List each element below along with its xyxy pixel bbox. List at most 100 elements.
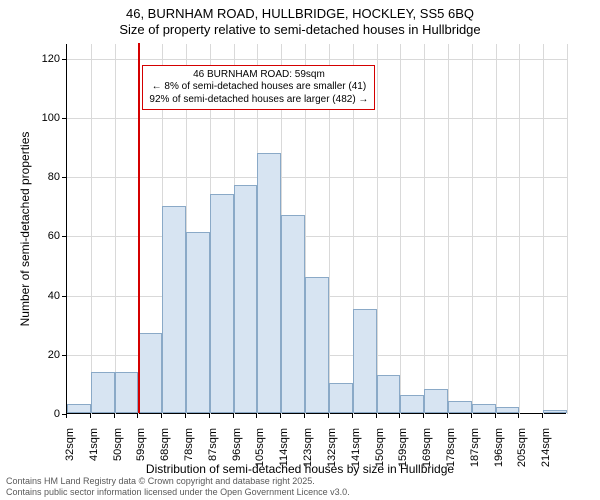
- gridline-v: [91, 44, 92, 414]
- x-tick-mark: [471, 414, 472, 418]
- gridline-v: [448, 44, 449, 414]
- gridline-v: [567, 44, 568, 414]
- footer-line2: Contains public sector information licen…: [6, 487, 350, 497]
- y-tick-label: 40: [20, 290, 60, 302]
- y-tick-mark: [62, 236, 66, 237]
- histogram-bar: [281, 215, 305, 413]
- x-tick-label: 141sqm: [350, 428, 362, 488]
- y-tick-mark: [62, 118, 66, 119]
- x-tick-label: 205sqm: [516, 428, 528, 488]
- x-tick-label: 59sqm: [135, 428, 147, 488]
- gridline-v: [496, 44, 497, 414]
- x-tick-mark: [66, 414, 67, 418]
- x-tick-label: 41sqm: [88, 428, 100, 488]
- x-tick-mark: [399, 414, 400, 418]
- histogram-bar: [91, 372, 115, 413]
- histogram-bar: [186, 232, 210, 413]
- x-tick-label: 78sqm: [183, 428, 195, 488]
- x-tick-label: 196sqm: [493, 428, 505, 488]
- chart-title-line1: 46, BURNHAM ROAD, HULLBRIDGE, HOCKLEY, S…: [0, 6, 600, 21]
- x-tick-mark: [518, 414, 519, 418]
- histogram-bar: [543, 410, 567, 413]
- x-tick-mark: [542, 414, 543, 418]
- x-tick-mark: [137, 414, 138, 418]
- chart-title-line2: Size of property relative to semi-detach…: [0, 22, 600, 37]
- gridline-h: [67, 59, 567, 60]
- y-tick-label: 80: [20, 171, 60, 183]
- annotation-line: [138, 43, 140, 413]
- x-tick-label: 150sqm: [374, 428, 386, 488]
- y-tick-label: 120: [20, 53, 60, 65]
- histogram-bar: [162, 206, 186, 413]
- x-tick-label: 178sqm: [445, 428, 457, 488]
- plot-area: 46 BURNHAM ROAD: 59sqm← 8% of semi-detac…: [66, 44, 566, 414]
- gridline-v: [377, 44, 378, 414]
- x-tick-mark: [209, 414, 210, 418]
- histogram-bar: [400, 395, 424, 413]
- histogram-bar: [234, 185, 258, 413]
- x-tick-label: 187sqm: [469, 428, 481, 488]
- gridline-h: [67, 177, 567, 178]
- histogram-bar: [257, 153, 281, 413]
- x-tick-mark: [185, 414, 186, 418]
- x-tick-label: 214sqm: [540, 428, 552, 488]
- x-tick-mark: [90, 414, 91, 418]
- x-tick-mark: [423, 414, 424, 418]
- x-tick-mark: [376, 414, 377, 418]
- annotation-box: 46 BURNHAM ROAD: 59sqm← 8% of semi-detac…: [142, 65, 375, 111]
- x-tick-label: 169sqm: [421, 428, 433, 488]
- histogram-bar: [67, 404, 91, 413]
- y-tick-label: 60: [20, 230, 60, 242]
- x-tick-mark: [495, 414, 496, 418]
- x-tick-label: 87sqm: [207, 428, 219, 488]
- y-tick-mark: [62, 355, 66, 356]
- x-tick-mark: [304, 414, 305, 418]
- gridline-v: [472, 44, 473, 414]
- x-tick-mark: [161, 414, 162, 418]
- histogram-bar: [377, 375, 401, 413]
- histogram-bar: [329, 383, 353, 413]
- x-tick-label: 132sqm: [326, 428, 338, 488]
- histogram-bar: [424, 389, 448, 413]
- x-tick-mark: [114, 414, 115, 418]
- x-tick-mark: [256, 414, 257, 418]
- x-tick-mark: [280, 414, 281, 418]
- gridline-v: [519, 44, 520, 414]
- annotation-line1: 46 BURNHAM ROAD: 59sqm: [149, 69, 368, 82]
- gridline-v: [115, 44, 116, 414]
- histogram-bar: [210, 194, 234, 413]
- histogram-bar: [115, 372, 139, 413]
- histogram-bar: [305, 277, 329, 413]
- x-tick-label: 105sqm: [254, 428, 266, 488]
- histogram-bar: [448, 401, 472, 413]
- histogram-bar: [472, 404, 496, 413]
- y-tick-mark: [62, 296, 66, 297]
- x-tick-label: 96sqm: [231, 428, 243, 488]
- histogram-bar: [353, 309, 377, 413]
- y-tick-label: 20: [20, 349, 60, 361]
- x-tick-label: 32sqm: [64, 428, 76, 488]
- y-tick-mark: [62, 59, 66, 60]
- x-tick-label: 68sqm: [159, 428, 171, 488]
- annotation-line2: ← 8% of semi-detached houses are smaller…: [149, 81, 368, 94]
- gridline-h: [67, 118, 567, 119]
- x-tick-mark: [447, 414, 448, 418]
- gridline-v: [400, 44, 401, 414]
- x-tick-label: 50sqm: [112, 428, 124, 488]
- y-tick-label: 100: [20, 112, 60, 124]
- x-tick-label: 159sqm: [397, 428, 409, 488]
- x-tick-mark: [328, 414, 329, 418]
- x-tick-mark: [233, 414, 234, 418]
- gridline-v: [424, 44, 425, 414]
- x-tick-mark: [352, 414, 353, 418]
- gridline-v: [543, 44, 544, 414]
- y-tick-label: 0: [20, 408, 60, 420]
- chart-container: 46, BURNHAM ROAD, HULLBRIDGE, HOCKLEY, S…: [0, 0, 600, 500]
- histogram-bar: [138, 333, 162, 413]
- x-tick-label: 123sqm: [302, 428, 314, 488]
- gridline-h: [67, 236, 567, 237]
- x-tick-label: 114sqm: [278, 428, 290, 488]
- histogram-bar: [496, 407, 520, 413]
- annotation-line3: 92% of semi-detached houses are larger (…: [149, 94, 368, 107]
- y-tick-mark: [62, 177, 66, 178]
